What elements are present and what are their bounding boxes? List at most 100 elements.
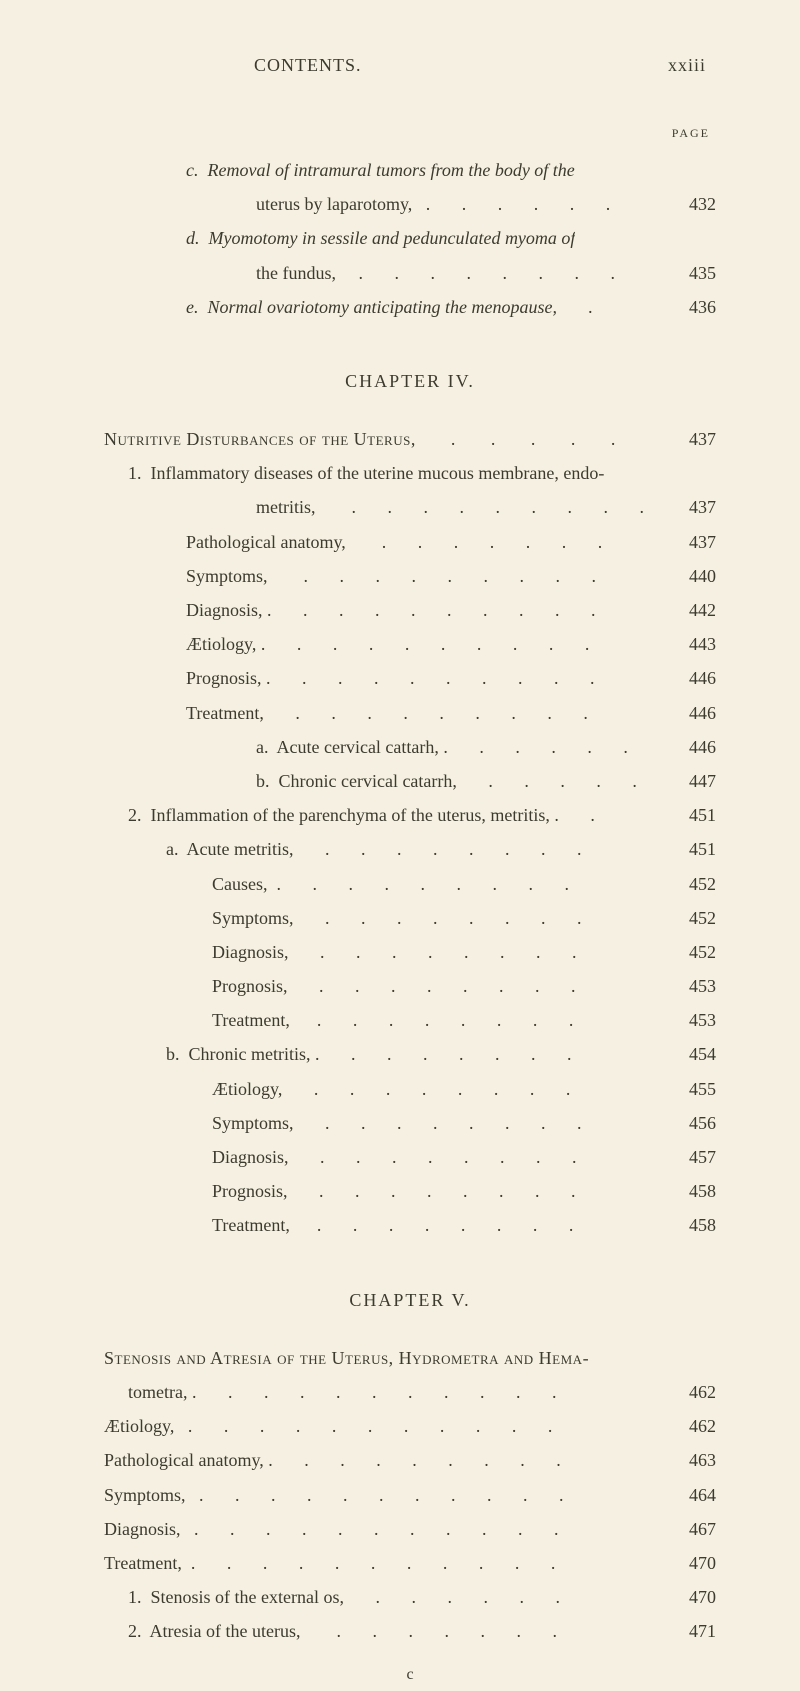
toc-page: 463 <box>689 1443 716 1477</box>
toc-text: Symptoms, . . . . . . . . <box>104 1106 582 1140</box>
toc-row: b. Chronic cervical catarrh, . . . . . 44… <box>104 764 716 798</box>
toc-row: Treatment, . . . . . . . . .446 <box>104 696 716 730</box>
toc-text: metritis, . . . . . . . . . <box>104 490 644 524</box>
toc-row: Ætiology, . . . . . . . . . . . 462 <box>104 1409 716 1443</box>
toc-row: e. Normal ovariotomy anticipating the me… <box>104 290 716 324</box>
toc-row: Nutritive Disturbances of the Uterus, . … <box>104 422 716 456</box>
toc-page: 458 <box>689 1208 716 1242</box>
toc-text: e. Normal ovariotomy anticipating the me… <box>104 290 593 324</box>
toc-page: 442 <box>689 593 716 627</box>
toc-text: Causes, . . . . . . . . . <box>104 867 569 901</box>
toc-text: Stenosis and Atresia of the Uterus, Hydr… <box>104 1341 589 1375</box>
toc-row: Pathological anatomy, . . . . . . . . .4… <box>104 1443 716 1477</box>
toc-text: Treatment, . . . . . . . . <box>104 1208 573 1242</box>
toc-page: 471 <box>689 1614 716 1648</box>
toc-row: Symptoms, . . . . . . . . . . . 464 <box>104 1478 716 1512</box>
toc-row: Stenosis and Atresia of the Uterus, Hydr… <box>104 1341 716 1375</box>
toc-row: Ætiology, . . . . . . . . 455 <box>104 1072 716 1106</box>
toc-text: Diagnosis, . . . . . . . . . . . <box>104 1512 559 1546</box>
toc-text: 2. Atresia of the uterus, . . . . . . . <box>104 1614 557 1648</box>
toc-page: 470 <box>689 1580 716 1614</box>
toc-page: 446 <box>689 696 716 730</box>
toc-text: Symptoms, . . . . . . . . . <box>104 559 596 593</box>
toc-text: Ætiology, . . . . . . . . . . . <box>104 1409 552 1443</box>
toc-page: 440 <box>689 559 716 593</box>
toc-text: a. Acute metritis, . . . . . . . . <box>104 832 581 866</box>
toc-page: 435 <box>689 256 716 290</box>
toc-text: Ætiology, . . . . . . . . . . <box>104 627 589 661</box>
toc-row: Symptoms, . . . . . . . . 452 <box>104 901 716 935</box>
toc-row: Treatment, . . . . . . . .453 <box>104 1003 716 1037</box>
toc-text: tometra, . . . . . . . . . . . <box>104 1375 556 1409</box>
toc-text: Ætiology, . . . . . . . . <box>104 1072 570 1106</box>
toc-text: Pathological anatomy, . . . . . . . <box>104 525 602 559</box>
toc-page: 437 <box>689 525 716 559</box>
toc-page: 451 <box>689 798 716 832</box>
toc-text: c. Removal of intramural tumors from the… <box>104 153 575 187</box>
toc-text: Diagnosis, . . . . . . . . <box>104 1140 577 1174</box>
toc-row: 2. Inflammation of the parenchyma of the… <box>104 798 716 832</box>
toc-page: 462 <box>689 1375 716 1409</box>
toc-text: 1. Stenosis of the external os, . . . . … <box>104 1580 560 1614</box>
toc-page: 454 <box>689 1037 716 1071</box>
toc-text: Treatment, . . . . . . . . <box>104 1003 573 1037</box>
toc-page: 443 <box>689 627 716 661</box>
toc-row: Prognosis, . . . . . . . . 458 <box>104 1174 716 1208</box>
contents-section-b: 1. Inflammatory diseases of the uterine … <box>104 456 716 1242</box>
toc-row: a. Acute metritis, . . . . . . . . 451 <box>104 832 716 866</box>
toc-text: b. Chronic metritis, . . . . . . . . <box>104 1037 571 1071</box>
chapter-heading-5: CHAPTER V. <box>104 1283 716 1317</box>
toc-row: a. Acute cervical cattarh, . . . . . . 44… <box>104 730 716 764</box>
toc-page: 447 <box>689 764 716 798</box>
page-column-label: PAGE <box>104 122 710 145</box>
toc-page: 458 <box>689 1174 716 1208</box>
toc-row: c. Removal of intramural tumors from the… <box>104 153 716 187</box>
toc-text: a. Acute cervical cattarh, . . . . . . <box>104 730 628 764</box>
toc-text: Symptoms, . . . . . . . . . . . <box>104 1478 564 1512</box>
toc-row: Treatment, . . . . . . . . . . .470 <box>104 1546 716 1580</box>
toc-row: Pathological anatomy, . . . . . . . 437 <box>104 525 716 559</box>
toc-text: the fundus, . . . . . . . . <box>104 256 615 290</box>
toc-row: Diagnosis, . . . . . . . . . . .467 <box>104 1512 716 1546</box>
toc-page: 452 <box>689 867 716 901</box>
toc-page: 446 <box>689 661 716 695</box>
toc-row: 2. Atresia of the uterus, . . . . . . . 4… <box>104 1614 716 1648</box>
toc-row: Prognosis, . . . . . . . .453 <box>104 969 716 1003</box>
toc-text: b. Chronic cervical catarrh, . . . . . <box>104 764 637 798</box>
toc-row: metritis, . . . . . . . . .437 <box>104 490 716 524</box>
toc-page: 453 <box>689 969 716 1003</box>
toc-text: 2. Inflammation of the parenchyma of the… <box>104 798 595 832</box>
toc-page: 451 <box>689 832 716 866</box>
toc-page: 456 <box>689 1106 716 1140</box>
toc-text: Nutritive Disturbances of the Uterus, . … <box>104 422 616 456</box>
toc-text: Symptoms, . . . . . . . . <box>104 901 582 935</box>
chapter-heading-4: CHAPTER IV. <box>104 364 716 398</box>
toc-text: Treatment, . . . . . . . . . . . <box>104 1546 555 1580</box>
toc-row: 1. Inflammatory diseases of the uterine … <box>104 456 716 490</box>
toc-page: 432 <box>689 187 716 221</box>
toc-row: d. Myomotomy in sessile and pedunculated… <box>104 221 716 255</box>
toc-text: Diagnosis, . . . . . . . . <box>104 935 577 969</box>
toc-page: 464 <box>689 1478 716 1512</box>
toc-text: d. Myomotomy in sessile and pedunculated… <box>104 221 575 255</box>
contents-section-c: tometra, . . . . . . . . . . .462Ætiolog… <box>104 1375 716 1649</box>
toc-page: 455 <box>689 1072 716 1106</box>
toc-row: uterus by laparotomy, . . . . . . 432 <box>104 187 716 221</box>
toc-text: Prognosis, . . . . . . . . <box>104 1174 576 1208</box>
page-header: CONTENTS. xxiii <box>104 48 716 82</box>
toc-row: tometra, . . . . . . . . . . . 462 <box>104 1375 716 1409</box>
toc-row: b. Chronic metritis, . . . . . . . . 454 <box>104 1037 716 1071</box>
toc-row: Symptoms, . . . . . . . . 456 <box>104 1106 716 1140</box>
toc-row: Prognosis, . . . . . . . . . .446 <box>104 661 716 695</box>
toc-text: uterus by laparotomy, . . . . . . <box>104 187 610 221</box>
toc-row: Treatment, . . . . . . . . 458 <box>104 1208 716 1242</box>
footer-signature-mark: c <box>104 1660 716 1690</box>
toc-row: 1. Stenosis of the external os, . . . . … <box>104 1580 716 1614</box>
toc-page: 437 <box>689 422 716 456</box>
toc-page: 457 <box>689 1140 716 1174</box>
toc-text: 1. Inflammatory diseases of the uterine … <box>104 456 604 490</box>
toc-page: 452 <box>689 901 716 935</box>
contents-section-a: c. Removal of intramural tumors from the… <box>104 153 716 324</box>
toc-page: 446 <box>689 730 716 764</box>
toc-page: 462 <box>689 1409 716 1443</box>
